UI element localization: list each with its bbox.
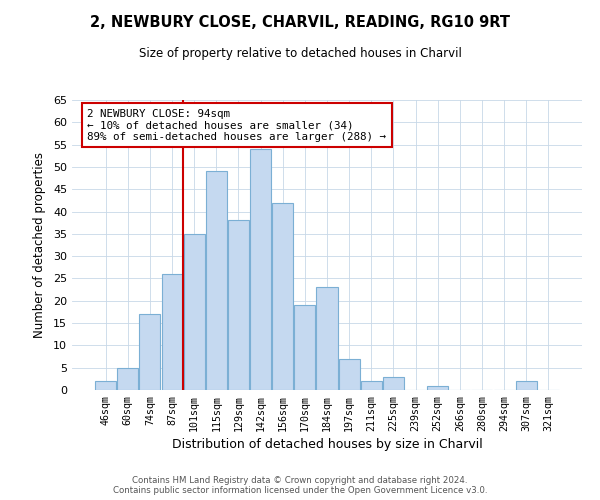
Bar (427, 386, 448, 390)
Y-axis label: Number of detached properties: Number of detached properties (33, 152, 46, 338)
Text: Contains HM Land Registry data © Crown copyright and database right 2024.
Contai: Contains HM Land Registry data © Crown c… (113, 476, 487, 495)
Bar (361, 381, 382, 390)
Bar (95, 381, 116, 390)
Bar (250, 149, 271, 390)
Bar (515, 381, 536, 390)
Text: Size of property relative to detached houses in Charvil: Size of property relative to detached ho… (139, 48, 461, 60)
X-axis label: Distribution of detached houses by size in Charvil: Distribution of detached houses by size … (172, 438, 482, 451)
Bar (118, 368, 139, 390)
Text: 2, NEWBURY CLOSE, CHARVIL, READING, RG10 9RT: 2, NEWBURY CLOSE, CHARVIL, READING, RG10… (90, 15, 510, 30)
Bar (338, 359, 359, 390)
Text: 2 NEWBURY CLOSE: 94sqm
← 10% of detached houses are smaller (34)
89% of semi-det: 2 NEWBURY CLOSE: 94sqm ← 10% of detached… (88, 108, 386, 142)
Bar (295, 305, 316, 390)
Bar (184, 234, 205, 390)
Bar (272, 202, 293, 390)
Bar (383, 376, 404, 390)
Bar (316, 288, 338, 390)
Bar (161, 274, 182, 390)
Bar (139, 314, 160, 390)
Bar (228, 220, 249, 390)
Bar (206, 172, 227, 390)
